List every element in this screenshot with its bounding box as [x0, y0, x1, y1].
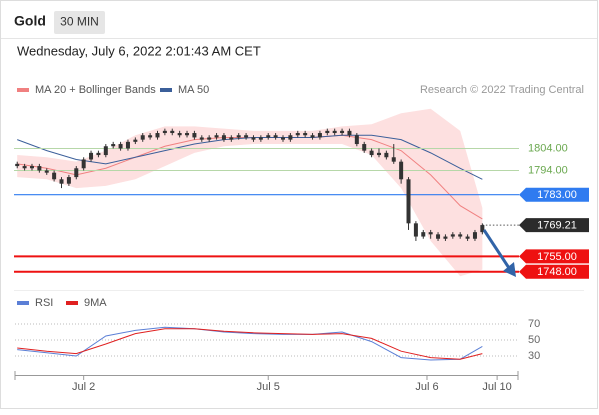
candle-body: [421, 232, 426, 237]
y-tick-label: 70: [528, 318, 540, 330]
candle-body: [185, 133, 190, 136]
candle-body: [125, 141, 130, 149]
candle-body: [436, 234, 441, 239]
candle-body: [199, 137, 204, 140]
legend-label: RSI: [35, 297, 53, 309]
candle-body: [81, 159, 86, 169]
candle-body: [59, 179, 64, 184]
candle-body: [288, 135, 293, 140]
candle-body: [281, 137, 286, 140]
candle-body: [258, 137, 263, 140]
candle-body: [177, 133, 182, 136]
candle-body: [29, 166, 34, 169]
arrow-head: [503, 262, 516, 277]
y-tick-label: 30: [528, 350, 540, 362]
candle-body: [317, 133, 322, 138]
candle-body: [413, 223, 418, 237]
candle-body: [399, 161, 404, 180]
candle-body: [170, 130, 175, 134]
candle-body: [244, 135, 249, 138]
candle-body: [465, 236, 470, 239]
candle-body: [66, 177, 71, 184]
level-box: [519, 249, 589, 264]
candle-body: [52, 172, 57, 180]
timestamp: Wednesday, July 6, 2022 2:01:43 AM CET: [17, 43, 261, 58]
instrument-title: Gold: [14, 13, 46, 29]
candle-body: [295, 133, 300, 136]
candle-body: [369, 150, 374, 156]
candle-body: [37, 166, 42, 171]
candle-body: [384, 152, 389, 158]
source: Research © 2022 Trading Central: [420, 84, 584, 96]
x-tick-label: Jul 6: [415, 381, 438, 393]
forecast-arrow: [482, 229, 516, 277]
candle-body: [148, 135, 153, 138]
level-label: 1748.00: [537, 266, 577, 278]
candle-body: [74, 168, 79, 178]
candle-body: [103, 146, 108, 156]
candle-body: [376, 152, 381, 156]
candle-body: [332, 130, 337, 134]
indicator-line: [17, 328, 483, 360]
x-tick-label: Jul 5: [257, 381, 280, 393]
candle-body: [214, 135, 219, 138]
level-box: [519, 264, 589, 279]
candle-body: [340, 130, 345, 134]
legend-label: MA 50: [178, 84, 209, 96]
candle-body: [192, 133, 197, 138]
level-box: [519, 187, 589, 202]
legend-label: MA 20 + Bollinger Bands: [35, 84, 156, 96]
candle-body: [89, 152, 94, 160]
candle-body: [458, 234, 463, 237]
candle-body: [229, 137, 234, 140]
candle-body: [480, 225, 485, 233]
arrow-shaft: [482, 229, 511, 269]
candle-body: [354, 135, 359, 145]
level-label: 1804.00: [528, 142, 568, 154]
level-label: 1769.21: [537, 219, 577, 231]
candle-body: [118, 144, 123, 149]
candle-body: [44, 170, 49, 173]
x-tick-label: Jul 10: [482, 381, 511, 393]
candle-body: [472, 232, 477, 239]
candle-body: [310, 135, 315, 138]
candle-body: [325, 130, 330, 134]
candle-body: [391, 157, 396, 162]
candle-body: [15, 163, 20, 167]
level-box: [519, 218, 589, 233]
candle-body: [303, 133, 308, 136]
candle-body: [22, 166, 27, 169]
level-label: 1783.00: [537, 189, 577, 201]
candle-body: [362, 144, 367, 151]
indicator-line: [17, 326, 483, 361]
legend-label: 9MA: [84, 297, 107, 309]
candle-body: [347, 130, 352, 136]
y-tick-label: 50: [528, 334, 540, 346]
candle-body: [266, 135, 271, 138]
x-tick-label: Jul 2: [72, 381, 95, 393]
interval-badge[interactable]: [54, 11, 105, 34]
candle-body: [236, 135, 241, 138]
interval-label[interactable]: 30 MIN: [60, 15, 99, 29]
level-label: 1794.00: [528, 164, 568, 176]
candle-body: [221, 135, 226, 140]
candle-body: [406, 179, 411, 224]
candle-body: [443, 236, 448, 239]
candle-body: [133, 139, 138, 142]
candle-body: [96, 152, 101, 156]
level-label: 1755.00: [537, 251, 577, 263]
candle-body: [207, 137, 212, 140]
candle-body: [155, 133, 160, 138]
candle-body: [450, 234, 455, 237]
candle-body: [251, 137, 256, 140]
candle-body: [111, 144, 116, 147]
candle-body: [140, 135, 145, 140]
candle-body: [273, 135, 278, 138]
candle-body: [428, 232, 433, 235]
candle-body: [162, 130, 167, 134]
